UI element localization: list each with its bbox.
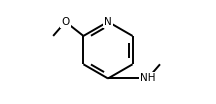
- Text: O: O: [61, 17, 70, 27]
- Text: N: N: [104, 17, 112, 27]
- Text: NH: NH: [140, 73, 156, 84]
